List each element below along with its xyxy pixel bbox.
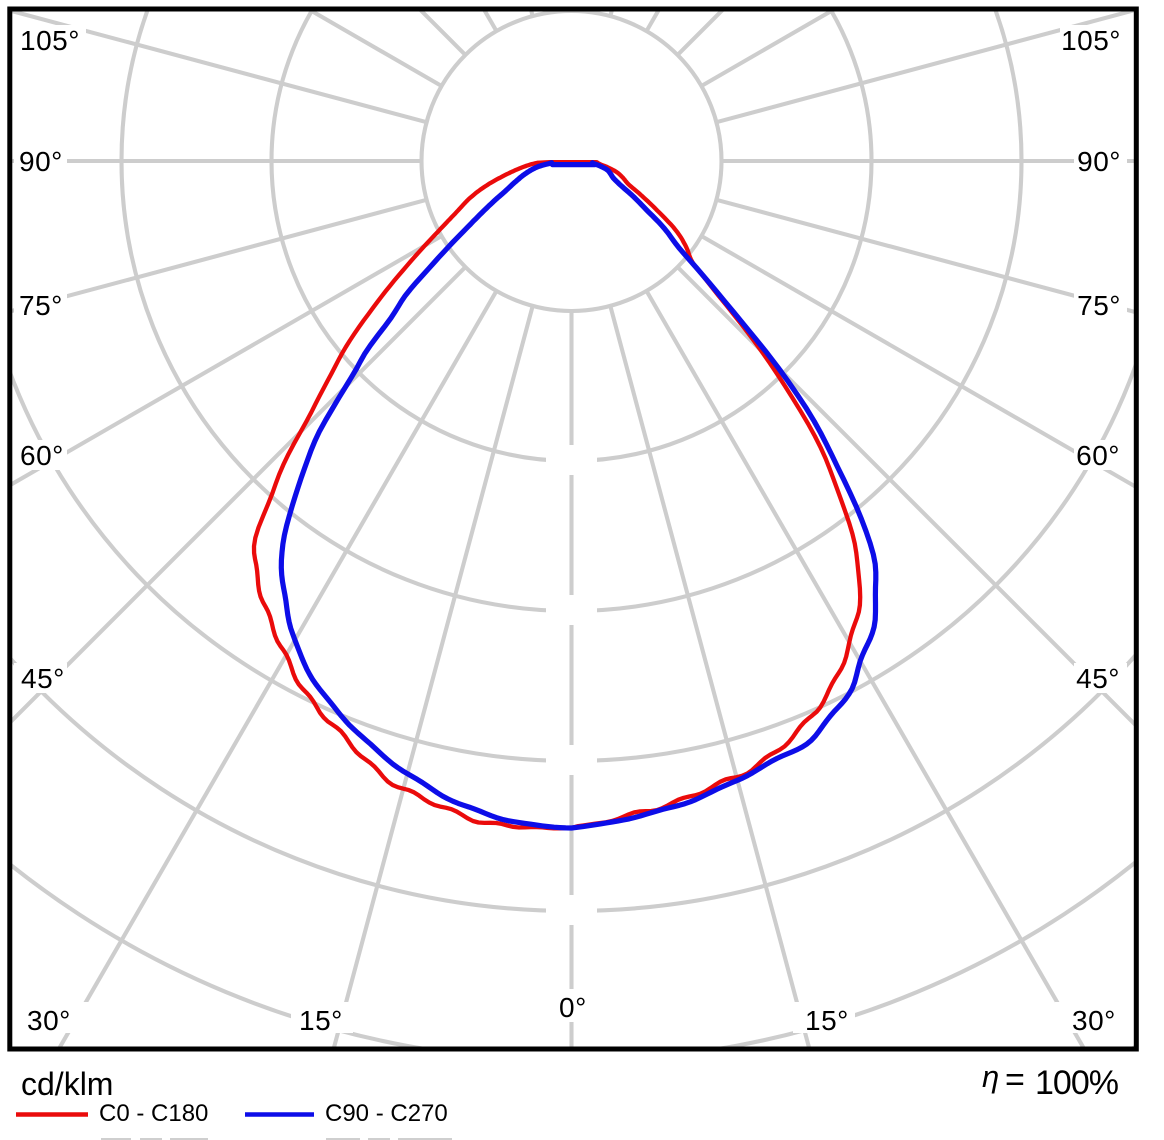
svg-text:30°: 30° — [27, 1005, 71, 1036]
svg-text:η: η — [982, 1059, 999, 1094]
svg-text:75°: 75° — [1077, 290, 1121, 321]
svg-text:C90 - C270: C90 - C270 — [325, 1100, 448, 1127]
svg-text:0°: 0° — [559, 992, 587, 1023]
svg-text:15°: 15° — [805, 1005, 849, 1036]
svg-text:100%: 100% — [1035, 1064, 1119, 1102]
svg-text:cd/klm: cd/klm — [21, 1066, 113, 1102]
svg-text:105°: 105° — [1061, 25, 1121, 56]
svg-text:60°: 60° — [1076, 440, 1120, 471]
svg-text:=: = — [1005, 1061, 1025, 1099]
svg-text:15°: 15° — [299, 1005, 343, 1036]
svg-text:30°: 30° — [1072, 1005, 1116, 1036]
svg-text:C0 - C180: C0 - C180 — [99, 1100, 208, 1127]
svg-text:90°: 90° — [19, 146, 63, 177]
svg-text:75°: 75° — [19, 290, 63, 321]
svg-text:60°: 60° — [20, 440, 64, 471]
svg-text:90°: 90° — [1077, 146, 1121, 177]
svg-text:45°: 45° — [21, 663, 65, 694]
svg-text:45°: 45° — [1076, 663, 1120, 694]
svg-text:105°: 105° — [20, 25, 80, 56]
